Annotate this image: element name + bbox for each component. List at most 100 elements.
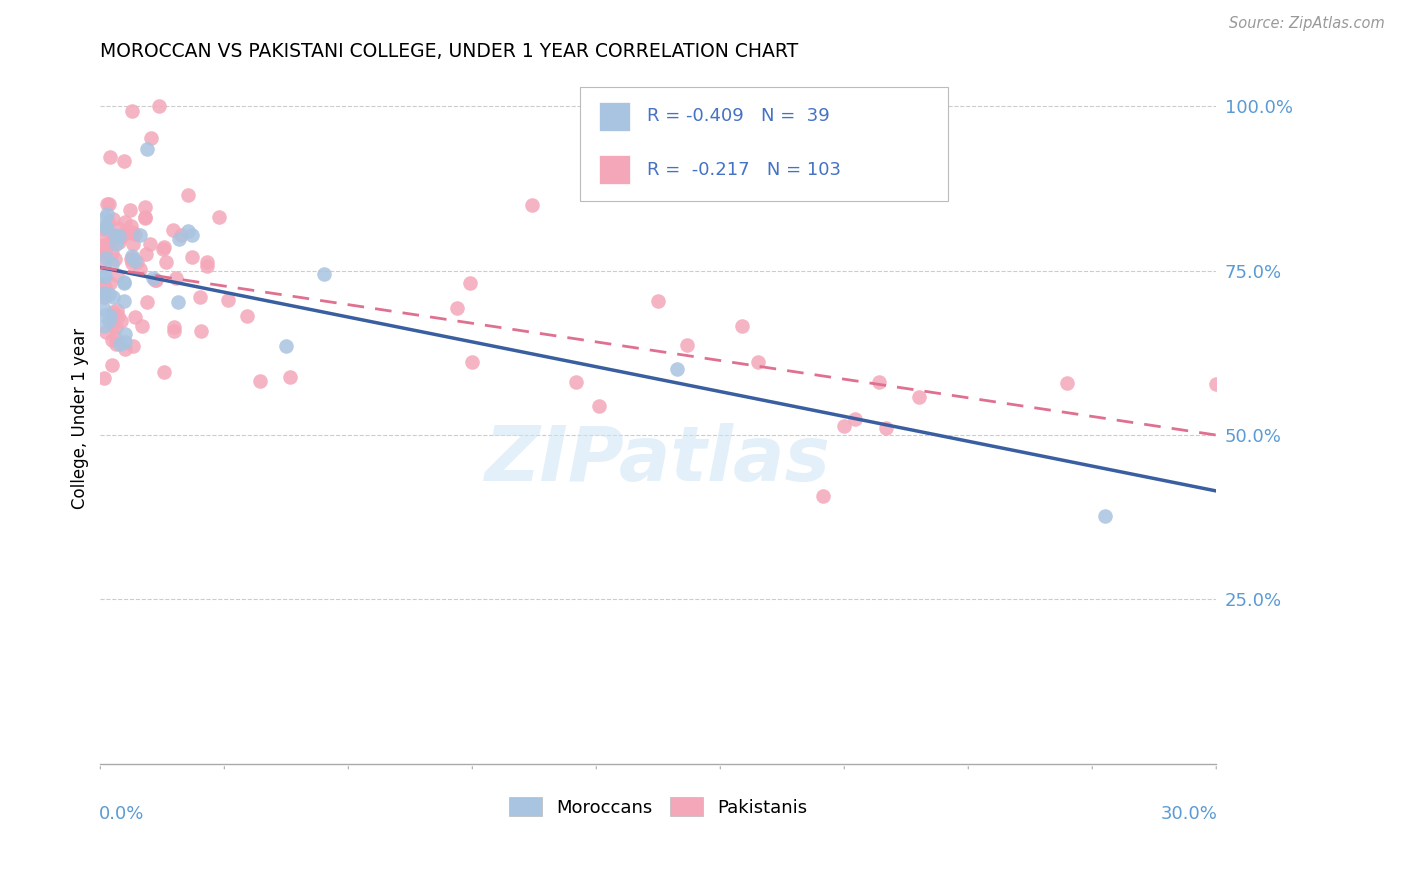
Point	[127, 255, 149, 269]
FancyBboxPatch shape	[599, 155, 630, 184]
Point	[93, 290, 115, 304]
Point	[188, 290, 211, 304]
Point	[101, 232, 124, 246]
Point	[121, 104, 143, 119]
Point	[458, 276, 481, 290]
Point	[124, 253, 146, 268]
Point	[129, 261, 152, 276]
Point	[93, 301, 115, 316]
Point	[124, 310, 146, 325]
Point	[101, 257, 124, 271]
Point	[1205, 376, 1227, 391]
Point	[96, 207, 118, 221]
Point	[122, 237, 145, 252]
Point	[153, 365, 176, 379]
Point	[93, 290, 115, 304]
Point	[278, 370, 301, 384]
Point	[162, 222, 184, 236]
Point	[112, 294, 135, 309]
Point	[121, 249, 143, 263]
Text: R =  -0.217   N = 103: R = -0.217 N = 103	[647, 161, 841, 179]
Point	[104, 330, 127, 344]
Point	[110, 313, 132, 327]
Point	[124, 227, 146, 241]
Point	[120, 202, 142, 217]
Point	[107, 268, 129, 282]
Point	[588, 399, 610, 413]
Point	[446, 301, 468, 315]
Point	[120, 219, 142, 233]
Point	[747, 355, 769, 369]
Point	[107, 309, 129, 323]
Point	[107, 235, 129, 249]
Point	[110, 229, 132, 244]
Point	[98, 276, 121, 290]
Point	[143, 273, 166, 287]
Text: MOROCCAN VS PAKISTANI COLLEGE, UNDER 1 YEAR CORRELATION CHART: MOROCCAN VS PAKISTANI COLLEGE, UNDER 1 Y…	[100, 42, 799, 61]
Point	[163, 320, 186, 334]
Point	[170, 227, 193, 242]
Point	[97, 215, 120, 229]
Point	[180, 228, 202, 243]
Point	[167, 232, 190, 246]
Point	[120, 252, 142, 267]
Point	[165, 271, 187, 285]
FancyBboxPatch shape	[599, 102, 630, 131]
Text: Source: ZipAtlas.com: Source: ZipAtlas.com	[1229, 16, 1385, 31]
Point	[121, 256, 143, 270]
Point	[312, 267, 335, 281]
Point	[93, 258, 115, 272]
Point	[832, 419, 855, 434]
Point	[94, 325, 117, 339]
Point	[98, 309, 121, 323]
Point	[94, 308, 117, 322]
Point	[1094, 509, 1116, 524]
Point	[108, 229, 131, 244]
Point	[101, 290, 124, 304]
Point	[208, 210, 231, 224]
Point	[93, 319, 115, 334]
Point	[101, 333, 124, 347]
Point	[163, 324, 186, 338]
Text: R = -0.409   N =  39: R = -0.409 N = 39	[647, 107, 830, 125]
Point	[236, 309, 259, 323]
FancyBboxPatch shape	[581, 87, 949, 202]
Y-axis label: College, Under 1 year: College, Under 1 year	[72, 328, 89, 509]
Point	[114, 215, 136, 229]
Point	[104, 320, 127, 334]
Point	[93, 246, 115, 260]
Point	[181, 250, 204, 264]
Text: 30.0%: 30.0%	[1160, 805, 1218, 823]
Point	[105, 336, 128, 351]
Point	[101, 358, 124, 372]
Point	[564, 375, 586, 389]
Point	[134, 211, 156, 225]
Point	[135, 142, 157, 156]
Point	[647, 293, 669, 308]
Point	[94, 211, 117, 225]
Point	[177, 224, 200, 238]
Point	[461, 355, 484, 369]
Point	[145, 273, 167, 287]
Point	[907, 390, 929, 404]
Point	[166, 294, 188, 309]
Point	[112, 276, 135, 290]
Legend: Moroccans, Pakistanis: Moroccans, Pakistanis	[502, 790, 814, 824]
Point	[142, 271, 165, 285]
Point	[114, 327, 136, 342]
Point	[121, 225, 143, 239]
Point	[101, 245, 124, 260]
Point	[105, 303, 128, 318]
Point	[730, 319, 752, 334]
Point	[93, 269, 115, 284]
Point	[844, 412, 866, 426]
Point	[94, 252, 117, 266]
Point	[869, 375, 891, 389]
Point	[98, 149, 121, 163]
Point	[112, 153, 135, 168]
Point	[93, 277, 115, 291]
Point	[107, 220, 129, 235]
Text: ZIPatlas: ZIPatlas	[485, 423, 831, 497]
Point	[134, 200, 156, 214]
Point	[195, 255, 218, 269]
